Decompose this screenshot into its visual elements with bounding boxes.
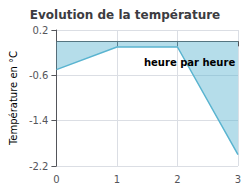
svg-text:0: 0 [53, 174, 59, 185]
svg-text:-1.4: -1.4 [29, 115, 49, 126]
svg-text:heure par heure: heure par heure [144, 57, 235, 68]
svg-text:3: 3 [235, 174, 241, 185]
svg-text:2: 2 [174, 174, 180, 185]
svg-text:Evolution de la température: Evolution de la température [30, 8, 221, 22]
svg-text:Température en °C: Température en °C [8, 51, 19, 146]
svg-text:1: 1 [114, 174, 120, 185]
svg-text:-0.6: -0.6 [29, 70, 49, 81]
svg-text:-2.2: -2.2 [29, 161, 49, 172]
svg-text:0.2: 0.2 [33, 25, 49, 36]
